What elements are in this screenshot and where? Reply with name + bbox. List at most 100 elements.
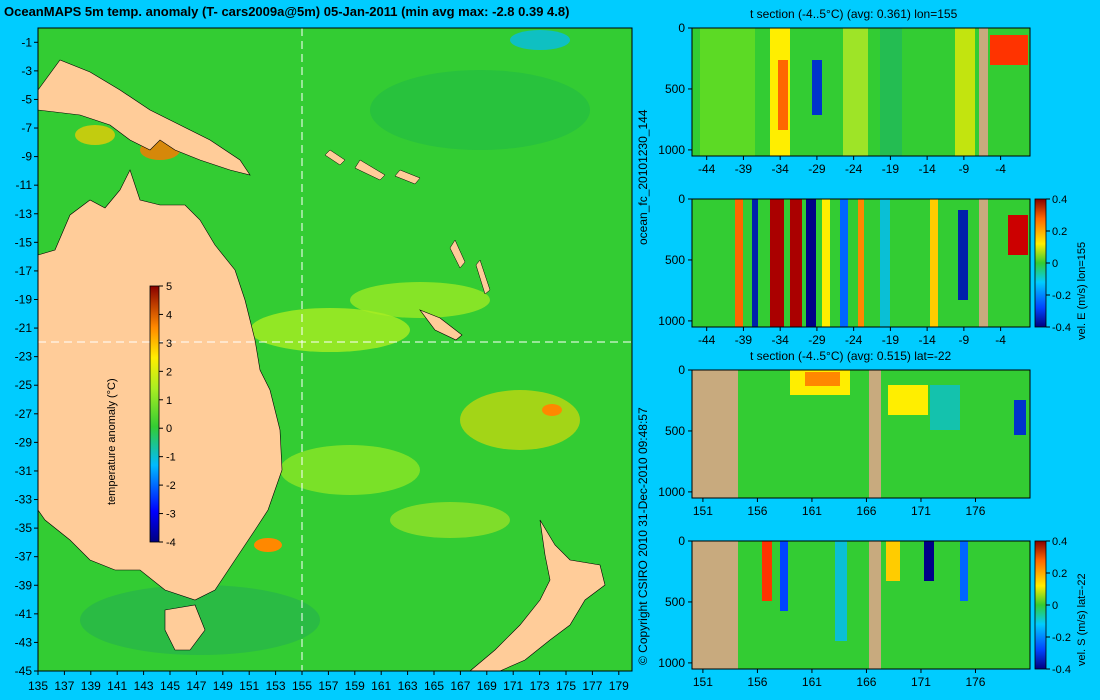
temperature-colorbar-label: temperature anomaly (°C) <box>106 378 118 505</box>
colorbar-tick-label: 1 <box>166 395 172 407</box>
section-band <box>822 199 830 327</box>
section-band <box>752 199 758 327</box>
section-band <box>835 541 847 641</box>
temperature-colorbar-ticks: 5 4 3 2 1 0 -1 -2 -3 -4 <box>159 281 176 549</box>
map-x-tick-label: 171 <box>503 679 523 693</box>
warm-eddy <box>460 390 580 450</box>
section-mask <box>869 541 881 669</box>
section-y-tick-label: 1000 <box>658 143 685 157</box>
run-label: ocean_fc_20101230_144 <box>636 109 650 245</box>
map-y-tick-label: -11 <box>16 178 33 192</box>
colorbar-tick-label: 2 <box>166 366 172 378</box>
section-mask <box>979 199 988 327</box>
section-x-tick-label: -44 <box>698 333 716 347</box>
cool-spot <box>510 30 570 50</box>
warm-eddy <box>390 502 510 538</box>
land-new-zealand <box>469 519 606 672</box>
hot-spot <box>254 538 282 552</box>
section-x-tick-label: -24 <box>845 162 863 176</box>
section-panel-temp-lon <box>691 27 1031 157</box>
section-x-tick-label: 176 <box>965 675 985 689</box>
section-band <box>770 199 784 327</box>
map-x-tick-label: 179 <box>609 679 629 693</box>
section-band <box>990 35 1028 65</box>
vel-colorbar-tick-label: 0.2 <box>1052 226 1067 238</box>
section-panel-vel-lat <box>691 540 1031 670</box>
map-y-tick-label: -15 <box>15 235 33 249</box>
map-title: OceanMAPS 5m temp. anomaly (T- cars2009a… <box>4 4 570 19</box>
map-y-tick-label: -17 <box>15 264 33 278</box>
section-band <box>780 541 788 611</box>
colorbar-tick-label: -3 <box>166 509 176 521</box>
section-x-tick-label: -4 <box>995 162 1006 176</box>
warm-eddy <box>350 282 490 318</box>
section-band <box>840 199 848 327</box>
section-axes: -44 -39 -34 -29 -24 -19 -14 -9 -4 0 500 1000 -44 -39 -… <box>658 21 1071 689</box>
vel-colorbar-tick-label: 0.2 <box>1052 568 1067 580</box>
land-australia <box>37 169 283 601</box>
map-y-tick-label: -13 <box>15 207 33 221</box>
section-mask <box>869 370 881 498</box>
section-x-tick-label: -34 <box>772 162 790 176</box>
map-panel <box>37 27 633 672</box>
land-islands <box>324 149 491 295</box>
section-x-tick-label: 161 <box>802 504 822 518</box>
section-x-tick-label: -29 <box>808 333 826 347</box>
colorbar-tick-label: -1 <box>166 452 176 464</box>
section-y-tick-label: 500 <box>665 253 685 267</box>
colorbar-tick-label: 0 <box>166 423 172 435</box>
vel-s-colorbar-bar <box>1034 540 1047 670</box>
section-title-temp-lon: t section (-4..5°C) (avg: 0.361) lon=155 <box>750 7 958 21</box>
section-band <box>880 199 890 327</box>
vel-colorbar-tick-label: 0 <box>1052 258 1058 270</box>
section-band <box>958 210 968 300</box>
warm-eddy <box>250 308 410 352</box>
temperature-colorbar-bar <box>149 285 160 543</box>
map-x-tick-label: 137 <box>54 679 74 693</box>
map-y-tick-label: -33 <box>15 493 33 507</box>
temperature-colorbar <box>149 285 160 543</box>
section-band <box>886 541 900 581</box>
map-x-tick-label: 149 <box>213 679 233 693</box>
map-x-tick-label: 143 <box>134 679 154 693</box>
map-y-tick-label: -7 <box>21 121 32 135</box>
section-y-tick-label: 0 <box>678 21 685 35</box>
section-mask <box>692 541 738 669</box>
section-x-tick-label: 151 <box>693 675 713 689</box>
vel-colorbar-tick-label: 0 <box>1052 600 1058 612</box>
section-y-tick-label: 1000 <box>658 656 685 670</box>
map-x-tick-label: 155 <box>292 679 312 693</box>
section-y-tick-label: 1000 <box>658 485 685 499</box>
vel-colorbar-tick-label: 0.4 <box>1052 194 1067 206</box>
map-x-tick-label: 157 <box>318 679 338 693</box>
vel-e-colorbar-label: vel. E (m/s) lon=155 <box>1076 241 1088 340</box>
vel-colorbar-tick-label: 0.4 <box>1052 536 1067 548</box>
map-y-tick-label: -37 <box>15 550 33 564</box>
map-y-tick-label: -29 <box>15 435 33 449</box>
section-frame <box>691 27 1031 157</box>
section-band <box>778 60 788 130</box>
section-frame <box>691 369 1031 499</box>
section-x-tick-label: -9 <box>959 162 970 176</box>
land-tasmania <box>164 604 206 651</box>
section-x-tick-label: 176 <box>965 504 985 518</box>
section-mask <box>979 28 988 156</box>
section-mask <box>692 370 738 498</box>
vel-colorbar-tick-label: -0.4 <box>1052 664 1071 676</box>
copyright-label: © Copyright CSIRO 2010 31-Dec-2010 09:48… <box>636 407 650 665</box>
vel-s-colorbar-label: vel. S (m/s) lat=-22 <box>1076 573 1088 666</box>
section-x-tick-label: 161 <box>802 675 822 689</box>
map-y-tick-label: -5 <box>21 92 32 106</box>
colorbar-tick-label: -4 <box>166 537 176 549</box>
section-x-tick-label: -14 <box>918 333 936 347</box>
section-band <box>888 385 928 415</box>
vel-colorbar-tick-label: -0.2 <box>1052 632 1071 644</box>
section-panel-vel-lon <box>691 198 1031 328</box>
hot-spot <box>75 125 115 145</box>
land-new-guinea <box>37 59 251 176</box>
section-field <box>692 541 1030 669</box>
section-x-tick-label: 156 <box>747 504 767 518</box>
map-x-tick-label: 175 <box>556 679 576 693</box>
map-y-tick-label: -1 <box>21 35 32 49</box>
section-x-tick-label: -9 <box>959 333 970 347</box>
